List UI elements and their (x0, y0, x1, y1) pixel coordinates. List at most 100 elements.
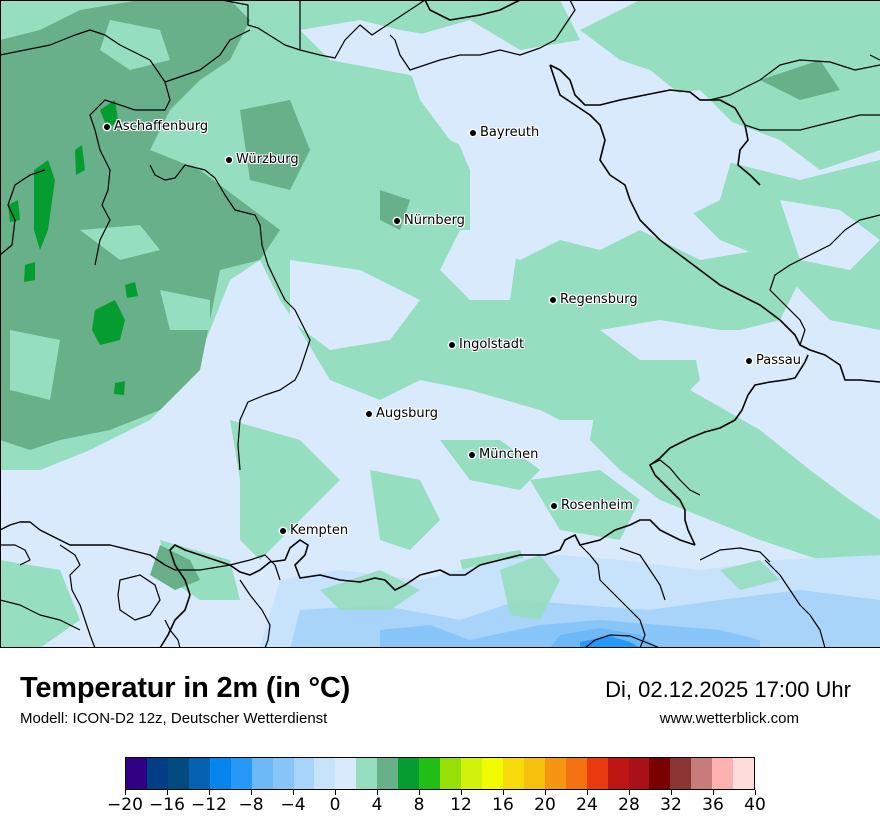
colorbar-tick-label: 40 (744, 795, 766, 815)
city-marker-regensburg[interactable]: Regensburg (550, 292, 638, 307)
city-label: Augsburg (376, 406, 439, 421)
colorbar-tick (208, 790, 210, 795)
colorbar-tick-label: −16 (149, 795, 185, 815)
colorbar-tick-label: −8 (238, 795, 264, 815)
colorbar-segment (356, 758, 378, 789)
temperature-colorbar (125, 757, 755, 790)
city-label: Passau (756, 353, 801, 368)
colorbar-segment (440, 758, 461, 789)
colorbar-tick (334, 790, 336, 795)
colorbar-segment (649, 758, 671, 789)
colorbar-segment (167, 758, 189, 789)
colorbar-tick (250, 790, 252, 795)
city-marker-wuerzburg[interactable]: Würzburg (226, 152, 299, 167)
colorbar-tick-label: 8 (413, 795, 425, 815)
city-label: Bayreuth (480, 125, 540, 140)
colorbar-tick-label: 32 (660, 795, 682, 815)
city-dot-icon (449, 341, 455, 348)
colorbar-segment (188, 758, 210, 789)
colorbar-tick (292, 790, 294, 795)
colorbar-segment (586, 758, 608, 789)
colorbar-tick-label: 28 (618, 795, 640, 815)
colorbar-segment (670, 758, 692, 789)
colorbar-segment (230, 758, 252, 789)
city-dot-icon (551, 502, 557, 509)
colorbar-tick-label: 4 (371, 795, 383, 815)
city-marker-bayreuth[interactable]: Bayreuth (470, 125, 539, 140)
colorbar-segment (733, 758, 755, 789)
city-dot-icon (366, 410, 372, 417)
colorbar-segment (146, 758, 168, 789)
colorbar-segment (502, 758, 524, 789)
colorbar-ticks: −20 −16 −12 −8 −4 0 4 8 12 16 20 24 28 32 36 40 (107, 790, 766, 820)
temperature-map[interactable]: Aschaffenburg Würzburg Bayreuth Nürnberg… (0, 0, 880, 648)
colorbar-segment (209, 758, 231, 789)
city-label: Ingolstadt (459, 337, 525, 352)
city-marker-aschaffenburg[interactable]: Aschaffenburg (104, 119, 208, 134)
colorbar-segment (251, 758, 273, 789)
city-marker-augsburg[interactable]: Augsburg (366, 406, 438, 421)
colorbar-segment (523, 758, 545, 789)
city-marker-rosenheim[interactable]: Rosenheim (551, 498, 633, 513)
colorbar-tick (544, 790, 546, 795)
colorbar-tick-label: 36 (702, 795, 724, 815)
valid-datetime: Di, 02.12.2025 17:00 Uhr (605, 677, 851, 702)
colorbar-tick-label: 24 (576, 795, 598, 815)
city-label: Aschaffenburg (114, 119, 209, 134)
colorbar-segment (712, 758, 734, 789)
city-dot-icon (469, 451, 475, 458)
colorbar-tick (670, 790, 672, 795)
city-label: Kempten (290, 523, 349, 538)
city-label: Rosenheim (561, 498, 633, 513)
colorbar-segment (126, 758, 147, 789)
city-dot-icon (746, 357, 752, 364)
colorbar-segment (461, 758, 482, 789)
city-marker-kempten[interactable]: Kempten (280, 523, 348, 538)
colorbar-segment (335, 758, 357, 789)
city-dot-icon (104, 123, 110, 130)
city-label: Würzburg (236, 152, 299, 167)
colorbar-tick (586, 790, 588, 795)
colorbar-tick-label: −20 (107, 795, 143, 815)
colorbar-tick-label: −4 (280, 795, 306, 815)
colorbar-segment (314, 758, 336, 789)
colorbar-tick-label: 16 (492, 795, 514, 815)
colorbar-tick (712, 790, 714, 795)
colorbar-tick (502, 790, 504, 795)
colorbar-segment (398, 758, 420, 789)
colorbar-segment (419, 758, 441, 789)
colorbar-segment (607, 758, 629, 789)
city-marker-muenchen[interactable]: München (469, 447, 538, 462)
model-subtitle: Modell: ICON-D2 12z, Deutscher Wetterdie… (20, 710, 328, 727)
colorbar-segment (272, 758, 294, 789)
colorbar-tick (460, 790, 462, 795)
colorbar-tick-label: 0 (329, 795, 341, 815)
city-marker-ingolstadt[interactable]: Ingolstadt (449, 337, 524, 352)
colorbar-segment (565, 758, 587, 789)
city-dot-icon (280, 527, 286, 534)
colorbar-tick-label: −12 (191, 795, 227, 815)
colorbar-segment (377, 758, 399, 789)
colorbar-tick (124, 790, 126, 795)
website-credit[interactable]: www.wetterblick.com (659, 710, 799, 727)
colorbar-tick (628, 790, 630, 795)
city-marker-passau[interactable]: Passau (746, 353, 801, 368)
city-label: Regensburg (560, 292, 638, 307)
colorbar-tick-label: 12 (450, 795, 472, 815)
map-title: Temperatur in 2m (in °C) (20, 672, 351, 704)
colorbar-tick-label: 20 (534, 795, 556, 815)
city-label: Nürnberg (404, 213, 465, 228)
colorbar-segment (628, 758, 650, 789)
city-dot-icon (226, 156, 232, 163)
city-label: München (479, 447, 539, 462)
city-marker-nuernberg[interactable]: Nürnberg (394, 213, 465, 228)
colorbar-tick (418, 790, 420, 795)
colorbar-tick (376, 790, 378, 795)
city-dot-icon (550, 296, 556, 303)
temperature-field (0, 0, 880, 648)
city-dot-icon (394, 217, 400, 224)
city-dot-icon (470, 129, 476, 136)
colorbar-segment (691, 758, 713, 789)
colorbar-segment (481, 758, 503, 789)
colorbar-segment (293, 758, 315, 789)
